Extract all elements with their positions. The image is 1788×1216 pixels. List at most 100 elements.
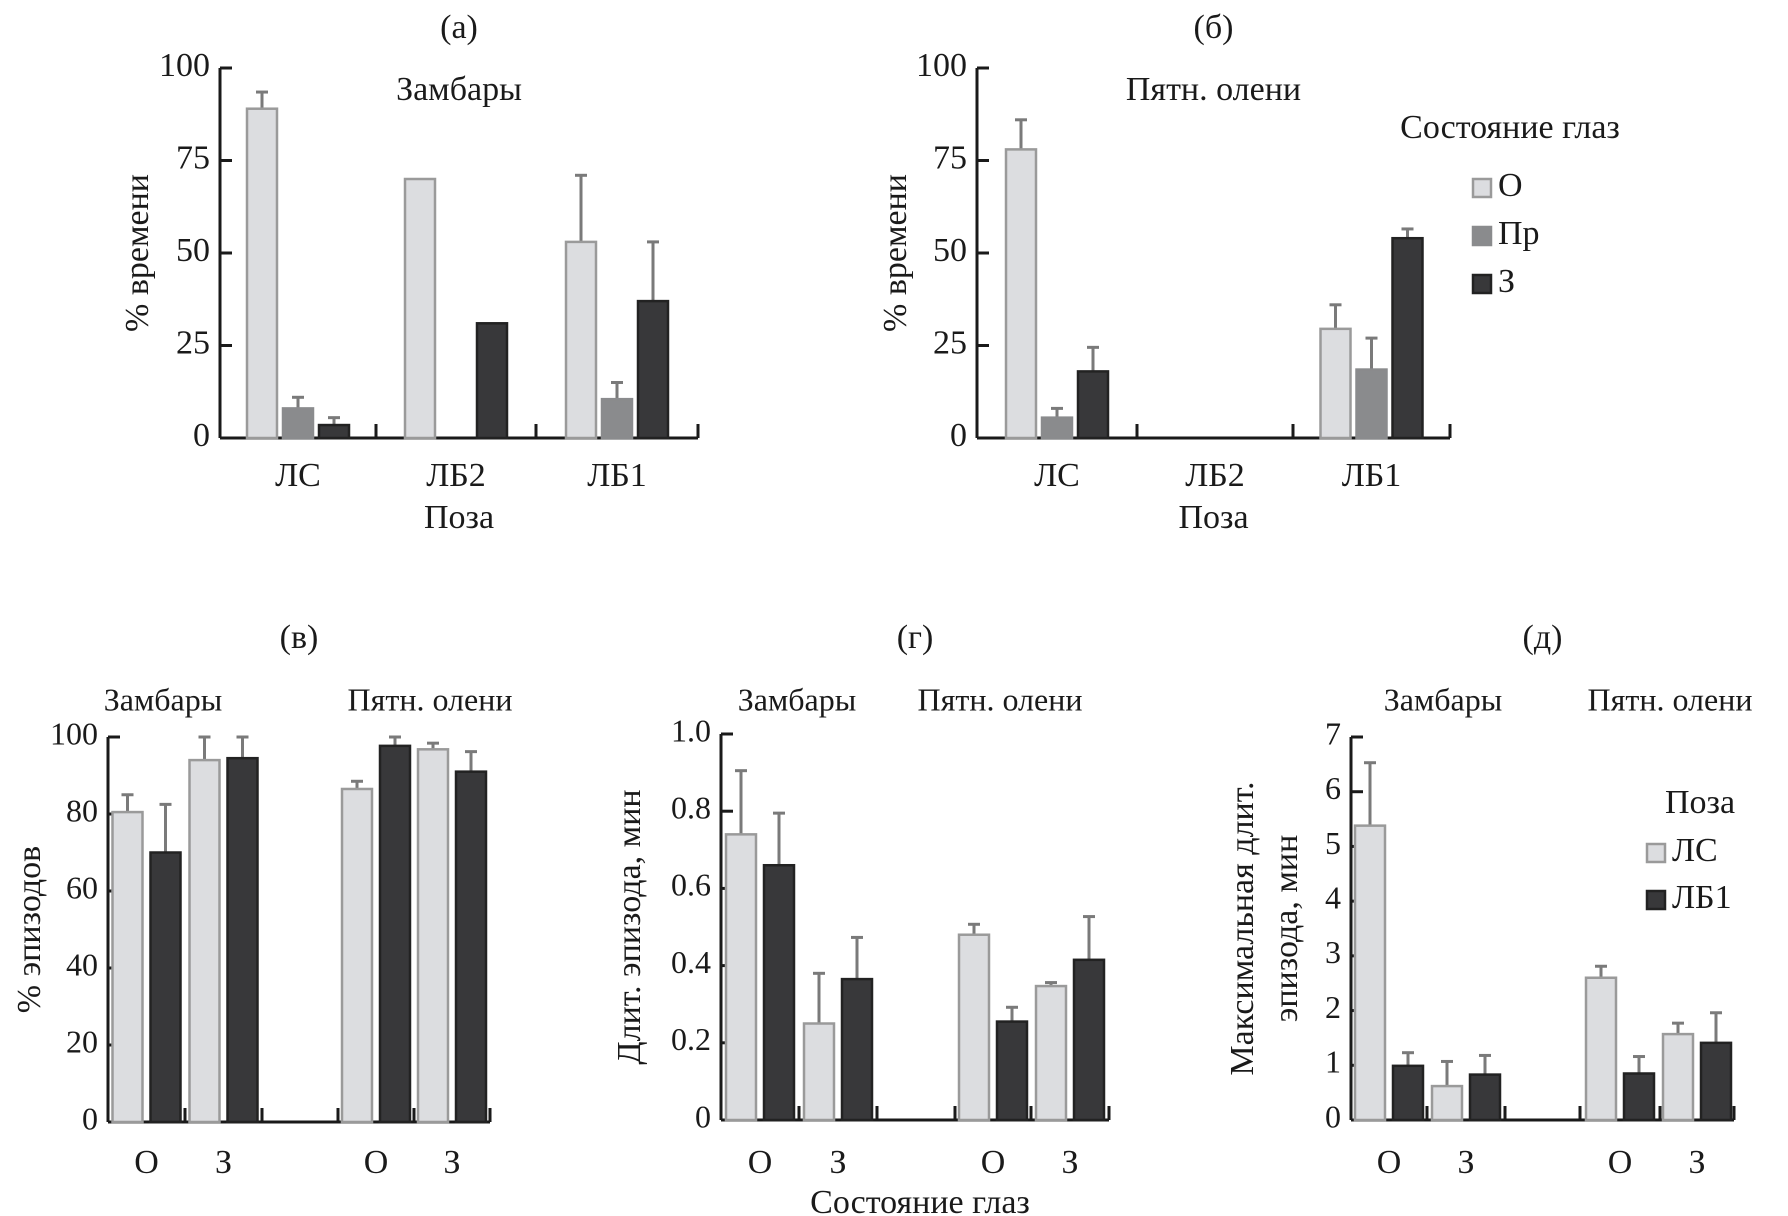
y-tick-label: 0 xyxy=(193,417,210,454)
y-tick-label: 60 xyxy=(66,869,98,905)
bar-d-0-1 xyxy=(1391,1064,1425,1122)
y-tick-label: 25 xyxy=(933,324,967,361)
bar-d-2-1 xyxy=(1622,1072,1656,1122)
y-axis-label: эпизода, мин xyxy=(1268,835,1305,1023)
bar-v-0-0 xyxy=(111,810,144,1124)
bar-g-3-0 xyxy=(1034,984,1068,1122)
legend-title: Состояние глаз xyxy=(1400,109,1620,146)
bar-v-2-0 xyxy=(340,787,374,1124)
x-tick-label: З xyxy=(829,1144,846,1181)
bar-a-0-0 xyxy=(245,107,279,440)
bar-v-3-0 xyxy=(416,748,450,1124)
panel-label: (а) xyxy=(440,9,478,46)
bar-b-0-1 xyxy=(1040,416,1074,440)
y-tick-label: 100 xyxy=(159,47,210,84)
y-tick-label: 1.0 xyxy=(671,712,711,748)
bar-v-3-1 xyxy=(454,770,488,1124)
y-tick-label: 75 xyxy=(176,139,210,176)
x-tick-label: О xyxy=(981,1144,1006,1181)
panel-a: (а) Замбары 0 25 50 75 100 ЛС ЛБ2 ЛБ1 Поза % времен… xyxy=(119,9,700,536)
y-tick-label: 0 xyxy=(950,417,967,454)
x-tick-label: О xyxy=(364,1144,389,1181)
x-tick-label: ЛБ1 xyxy=(587,457,647,494)
x-tick-label: ЛБ2 xyxy=(426,457,486,494)
group-title: Пятн. олени xyxy=(1588,681,1753,717)
bar-v-0-1 xyxy=(149,851,182,1124)
legend-label: ЛС xyxy=(1672,832,1718,869)
bar-b-0-2 xyxy=(1076,370,1110,440)
y-tick-label: 40 xyxy=(66,946,98,982)
group-title: Пятн. олени xyxy=(348,681,513,717)
panel-b: (б) Пятн. олени 0 25 50 75 100 ЛС ЛБ2 ЛБ1 Поза % вр… xyxy=(877,9,1620,536)
bar-d-3-0 xyxy=(1661,1032,1695,1122)
legend-swatch-0 xyxy=(1645,842,1667,864)
y-tick-label: 0 xyxy=(82,1100,98,1136)
panel-label: (г) xyxy=(897,619,934,656)
y-tick-label: 100 xyxy=(50,715,98,751)
panel-v: (в) Замбары Пятн. олени 0 20 40 60 80 100 О З О З % э… xyxy=(11,619,513,1181)
bar-d-0-0 xyxy=(1353,824,1387,1122)
bar-g-1-1 xyxy=(840,977,874,1122)
legend-title: Поза xyxy=(1665,784,1735,821)
x-axis-label: Состояние глаз xyxy=(810,1184,1030,1216)
y-axis-label: % времени xyxy=(119,174,156,332)
bar-a-0-2 xyxy=(317,423,351,440)
y-tick-label: 100 xyxy=(916,47,967,84)
bar-v-1-0 xyxy=(188,758,221,1124)
bar-a-0-1 xyxy=(281,407,315,440)
y-tick-label: 0.4 xyxy=(671,944,711,980)
panel-label: (б) xyxy=(1194,9,1234,46)
x-tick-label: О xyxy=(134,1144,159,1181)
bar-v-2-1 xyxy=(378,744,412,1124)
legend: Состояние глаз О Пр З xyxy=(1400,109,1620,300)
bar-b-2-1 xyxy=(1355,368,1388,440)
bar-b-2-0 xyxy=(1319,327,1352,440)
x-tick-label: ЛБ1 xyxy=(1342,457,1402,494)
panel-label: (в) xyxy=(280,619,319,656)
y-tick-label: 3 xyxy=(1325,934,1341,970)
x-axis-label: Поза xyxy=(424,499,494,536)
x-axis-label: Поза xyxy=(1178,499,1248,536)
group-title: Пятн. олени xyxy=(918,681,1083,717)
bar-d-1-0 xyxy=(1430,1084,1464,1122)
group-title: Замбары xyxy=(738,681,856,717)
y-tick-label: 0 xyxy=(1325,1098,1341,1134)
x-tick-label: З xyxy=(215,1144,232,1181)
x-tick-label: ЛБ2 xyxy=(1185,457,1245,494)
bar-a-2-1 xyxy=(600,397,634,440)
bar-a-1-0 xyxy=(403,177,437,440)
x-tick-label: З xyxy=(1688,1144,1705,1181)
y-tick-label: 50 xyxy=(933,232,967,269)
y-tick-label: 2 xyxy=(1325,989,1341,1025)
bar-g-0-0 xyxy=(724,833,758,1122)
bar-g-2-1 xyxy=(995,1020,1029,1122)
y-tick-label: 6 xyxy=(1325,770,1341,806)
y-tick-label: 75 xyxy=(933,139,967,176)
y-tick-label: 20 xyxy=(66,1023,98,1059)
y-tick-label: 4 xyxy=(1325,879,1341,915)
y-tick-label: 5 xyxy=(1325,825,1341,861)
bar-a-2-2 xyxy=(636,299,670,440)
x-tick-label: З xyxy=(443,1144,460,1181)
legend-label: О xyxy=(1498,167,1523,204)
panel-title: Замбары xyxy=(396,71,522,108)
y-tick-label: 1 xyxy=(1325,1044,1341,1080)
y-tick-label: 0.6 xyxy=(671,867,711,903)
legend: Поза ЛС ЛБ1 xyxy=(1645,784,1735,916)
group-title: Замбары xyxy=(1384,681,1502,717)
bar-g-2-0 xyxy=(957,933,991,1122)
y-axis-label: % времени xyxy=(877,174,914,332)
bar-g-0-1 xyxy=(762,863,796,1122)
bar-b-0-0 xyxy=(1004,148,1038,440)
bar-a-2-0 xyxy=(564,240,598,440)
bar-d-2-0 xyxy=(1584,976,1618,1122)
y-tick-label: 7 xyxy=(1325,715,1341,751)
legend-label: З xyxy=(1498,263,1515,300)
legend-swatch-2 xyxy=(1471,273,1493,295)
panel-d: (д) Замбары Пятн. олени 0 1 2 3 4 5 6 7 О З О З Максима… xyxy=(1224,619,1753,1181)
legend-swatch-1 xyxy=(1471,225,1493,247)
x-tick-label: З xyxy=(1061,1144,1078,1181)
y-tick-label: 0 xyxy=(695,1098,711,1134)
panel-title: Пятн. олени xyxy=(1126,71,1301,108)
